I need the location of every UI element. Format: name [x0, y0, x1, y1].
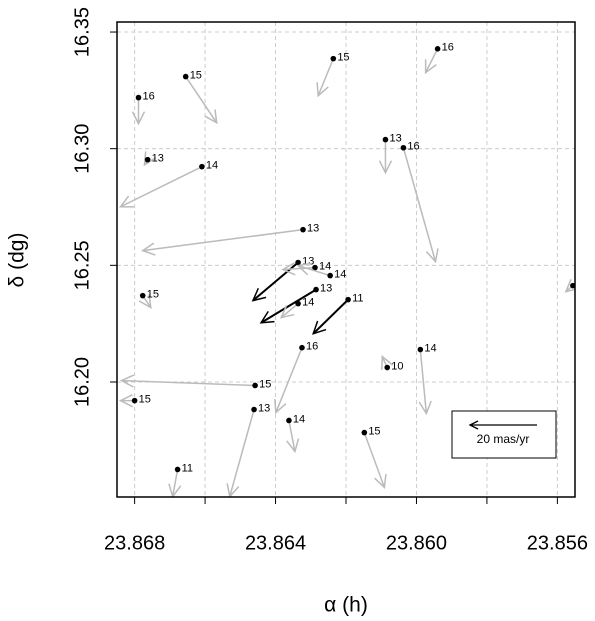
point [327, 272, 333, 279]
point [295, 300, 301, 307]
y-tick-label: 16.20 [71, 357, 93, 407]
point [434, 46, 441, 52]
y-tick-label: 16.25 [71, 240, 93, 290]
point-label: 11 [182, 462, 193, 474]
legend-arrowhead [468, 420, 479, 430]
point-label: 13 [258, 402, 270, 414]
point [417, 346, 424, 353]
point-label: 14 [302, 297, 314, 309]
legend-box [451, 410, 557, 459]
point-label: 16 [577, 279, 589, 291]
x-tick-label: 23.860 [386, 532, 447, 554]
point-label: 13 [320, 283, 332, 295]
legend-label: 20 mas/yr [477, 432, 530, 446]
point-label: 11 [352, 293, 363, 305]
motion-vector [279, 303, 299, 319]
motion-vector [226, 409, 255, 497]
point-label: 14 [334, 269, 346, 281]
motion-vector [185, 76, 218, 125]
point [300, 226, 306, 233]
point-label: 14 [206, 160, 218, 172]
point-label: 15 [259, 378, 271, 390]
point-label: 14 [293, 413, 305, 425]
point [182, 73, 189, 80]
point [330, 55, 337, 62]
point-label: 16 [142, 90, 154, 102]
motion-vector [119, 165, 203, 208]
motion-vector [424, 48, 439, 75]
point [286, 417, 292, 424]
y-tick-label: 16.30 [71, 124, 93, 174]
motion-vector [296, 262, 331, 277]
point [361, 429, 368, 436]
motion-vector [274, 347, 303, 415]
point-label: 15 [368, 426, 380, 438]
point-label: 13 [389, 132, 401, 144]
point [174, 466, 181, 473]
motion-vector [418, 349, 432, 416]
x-tick-label: 23.864 [245, 532, 306, 554]
y-axis-title: δ (dg) [6, 233, 29, 288]
point [252, 382, 258, 389]
axes: 23.868 23.864 23.860 23.856 16.20 16.25 16.30 1… [71, 7, 588, 554]
motion-vector [286, 420, 300, 454]
point [199, 163, 205, 170]
motion-vector [141, 228, 304, 256]
point [139, 292, 146, 299]
point [382, 136, 389, 143]
point [251, 406, 257, 413]
motion-vector [316, 58, 335, 98]
point-label: 14 [319, 261, 331, 273]
point-label: 10 [391, 360, 403, 372]
point [135, 94, 142, 101]
point [570, 282, 575, 289]
x-tick-label: 23.868 [104, 532, 165, 554]
point [299, 344, 305, 351]
point-label: 15 [337, 52, 349, 64]
x-tick-label: 23.856 [527, 532, 588, 554]
y-tick-label: 16.35 [71, 7, 93, 57]
point-label: 16 [442, 42, 454, 54]
point-label: 13 [307, 223, 319, 235]
point [313, 286, 319, 293]
point [345, 296, 351, 303]
point-label: 14 [424, 342, 436, 354]
x-axis-title: α (h) [324, 594, 368, 617]
legend: 20 mas/yr [451, 410, 557, 459]
point-label: 15 [139, 394, 151, 406]
point [384, 364, 391, 371]
point-label: 15 [147, 289, 159, 301]
motion-vector [363, 432, 387, 490]
point [144, 156, 151, 163]
point-label: 15 [190, 69, 202, 81]
grid [117, 22, 575, 497]
point-label: 16 [306, 341, 318, 353]
motion-vector [312, 298, 349, 335]
point-label: 16 [407, 141, 419, 153]
point [400, 144, 407, 151]
motion-vector [168, 469, 182, 497]
point-label: 13 [152, 153, 164, 165]
motion-vector [119, 374, 256, 388]
point [131, 397, 138, 404]
point-label: 13 [302, 255, 314, 267]
point [295, 259, 301, 266]
point [312, 264, 318, 271]
motion-vector [402, 147, 439, 264]
